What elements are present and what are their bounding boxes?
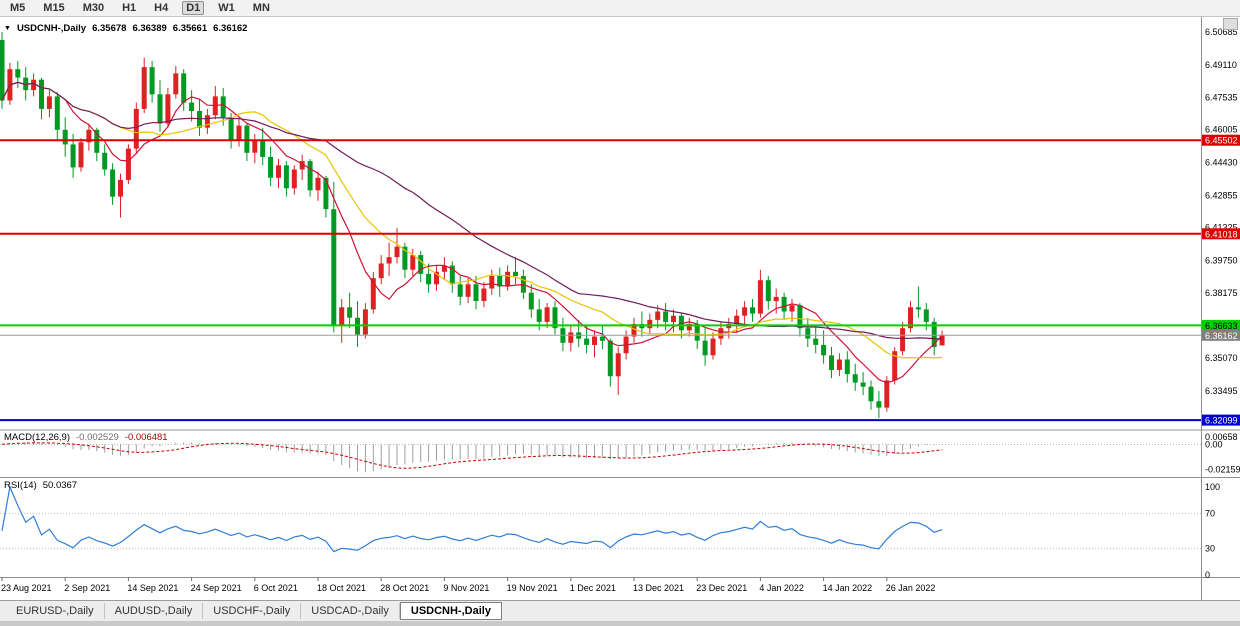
chart-scroll-corner [1223,18,1238,30]
timeframe-H1[interactable]: H1 [122,2,137,14]
svg-text:100: 100 [1205,482,1220,492]
ohlc-high: 6.36389 [132,23,167,34]
candlestick-series [0,32,945,418]
rsi-value: 50.0367 [42,480,78,491]
svg-text:6.46005: 6.46005 [1205,125,1238,135]
svg-text:14 Jan 2022: 14 Jan 2022 [823,583,873,593]
timeframe-toolbar: M5 M15 M30 H1 H4 D1 W1 MN [0,0,1240,17]
svg-text:6.41018: 6.41018 [1205,229,1238,239]
timeframe-D1[interactable]: D1 [182,1,205,15]
svg-text:6.47535: 6.47535 [1205,93,1238,103]
svg-text:6.41325: 6.41325 [1205,222,1238,232]
time-scale: 23 Aug 2021 2 Sep 2021 14 Sep 2021 24 Sep 2… [1,578,935,593]
ohlc-low: 6.35661 [172,23,208,34]
timeframe-H4[interactable]: H4 [154,2,169,14]
symbol-name: USDCNH-,Daily [16,23,87,34]
macd-histogram [9,442,943,473]
chart-tab-USDCHFDaily[interactable]: USDCHF-,Daily [203,603,302,619]
svg-text:1 Dec 2021: 1 Dec 2021 [570,583,616,593]
window-resize-strip [0,621,1240,626]
macd-signal-line [1,442,943,469]
svg-text:6.42855: 6.42855 [1205,190,1238,200]
svg-text:6.38175: 6.38175 [1205,288,1238,298]
svg-text:6.49110: 6.49110 [1205,60,1237,70]
chart-tab-USDCNHDaily[interactable]: USDCNH-,Daily [399,602,502,620]
price-scale: 6.50685 6.49110 6.47535 6.46005 6.44430 6.428… [1205,27,1240,580]
svg-text:6.50685: 6.50685 [1205,27,1238,37]
svg-text:6.44430: 6.44430 [1205,158,1238,168]
macd-value-signal: -0.006481 [124,432,168,443]
rsi-line [1,484,943,553]
timeframe-M30[interactable]: M30 [82,2,105,14]
rsi-name: RSI(14) [4,480,37,491]
chart-title: ▼ USDCNH-,Daily 6.35678 6.36389 6.35661 … [4,23,247,34]
svg-text:13 Dec 2021: 13 Dec 2021 [633,583,684,593]
macd-indicator-label: MACD(12,26,9) -0.002529 -0.006481 [4,432,168,443]
svg-text:6.35070: 6.35070 [1205,353,1238,363]
chart-tab-AUDUSDDaily[interactable]: AUDUSD-,Daily [105,603,204,619]
svg-text:6.36162: 6.36162 [1205,331,1238,341]
svg-text:24 Sep 2021: 24 Sep 2021 [191,583,242,593]
svg-text:23 Aug 2021: 23 Aug 2021 [1,583,52,593]
svg-text:6.33495: 6.33495 [1205,386,1238,396]
timeframe-MN[interactable]: MN [252,2,270,14]
macd-name: MACD(12,26,9) [4,432,70,443]
svg-text:9 Nov 2021: 9 Nov 2021 [443,583,489,593]
svg-text:6.39750: 6.39750 [1205,255,1238,265]
chart-canvas[interactable]: 6.50685 6.49110 6.47535 6.46005 6.44430 6.428… [0,0,1240,600]
timeframe-M15[interactable]: M15 [43,2,65,14]
timeframe-M5[interactable]: M5 [10,2,26,14]
chart-tab-EURUSDDaily[interactable]: EURUSD-,Daily [6,603,105,619]
collapse-triangle-icon[interactable]: ▼ [4,25,11,32]
chart-tab-USDCADDaily[interactable]: USDCAD-,Daily [301,603,400,619]
horizontal-levels [0,139,1201,422]
svg-text:6.32099: 6.32099 [1205,416,1238,426]
svg-text:70: 70 [1205,508,1215,518]
moving-average-line [1,81,943,384]
moving-average-line [1,81,943,340]
rsi-indicator-label: RSI(14) 50.0367 [4,480,77,491]
svg-text:2 Sep 2021: 2 Sep 2021 [64,583,110,593]
svg-text:28 Oct 2021: 28 Oct 2021 [380,583,429,593]
svg-text:23 Dec 2021: 23 Dec 2021 [696,583,747,593]
svg-text:4 Jan 2022: 4 Jan 2022 [759,583,804,593]
svg-text:30: 30 [1205,544,1215,554]
svg-text:0.00: 0.00 [1205,439,1223,449]
svg-text:0: 0 [1205,570,1210,580]
svg-text:0.00658: 0.00658 [1205,432,1238,442]
moving-average-line [1,81,943,359]
chart-tab-bar: EURUSD-,Daily AUDUSD-,Daily USDCHF-,Daily U… [0,600,1240,621]
ohlc-close: 6.36162 [213,23,248,34]
svg-text:6 Oct 2021: 6 Oct 2021 [254,583,298,593]
svg-text:14 Sep 2021: 14 Sep 2021 [127,583,178,593]
svg-text:19 Nov 2021: 19 Nov 2021 [507,583,558,593]
svg-text:6.45502: 6.45502 [1205,136,1238,146]
svg-text:6.36633: 6.36633 [1205,321,1238,331]
svg-text:18 Oct 2021: 18 Oct 2021 [317,583,366,593]
svg-text:-0.02159: -0.02159 [1205,465,1240,475]
macd-value-main: -0.002529 [76,432,119,443]
panel-separators [0,17,1240,600]
ohlc-open: 6.35678 [92,23,127,34]
timeframe-W1[interactable]: W1 [218,2,235,14]
svg-text:26 Jan 2022: 26 Jan 2022 [886,583,936,593]
